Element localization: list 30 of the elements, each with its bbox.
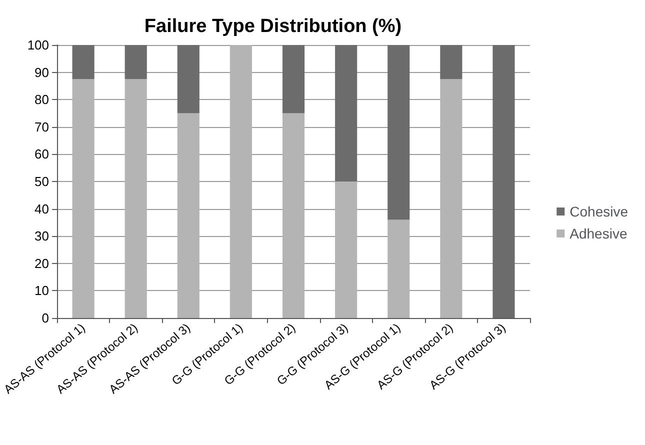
legend-label: Adhesive [570, 226, 628, 242]
y-tick-label: 0 [42, 310, 50, 326]
bar [335, 45, 358, 182]
bar [492, 45, 515, 318]
y-tick-label: 70 [34, 119, 50, 134]
bar [440, 79, 462, 318]
bar [72, 45, 94, 80]
bar [177, 45, 200, 114]
bar [335, 182, 358, 318]
bar [440, 45, 462, 80]
bar [230, 45, 252, 318]
y-tick-label: 60 [34, 146, 50, 162]
y-tick-label: 50 [34, 174, 50, 189]
y-tick-label: 20 [34, 256, 50, 271]
y-tick-label: 10 [34, 283, 50, 298]
y-tick-label: 90 [34, 64, 50, 80]
bar [124, 79, 147, 318]
bar [282, 113, 305, 318]
y-tick-label: 80 [34, 92, 50, 108]
bar [72, 79, 94, 318]
y-tick-label: 40 [34, 201, 50, 216]
bar [124, 45, 147, 80]
bar [177, 113, 200, 318]
bar [388, 45, 410, 220]
chart-title: Failure Type Distribution (%) [144, 16, 402, 37]
bar [388, 220, 410, 318]
y-tick-label: 100 [27, 38, 50, 52]
y-tick-label: 30 [34, 228, 50, 244]
bar [282, 45, 305, 114]
legend-label: Cohesive [570, 204, 628, 220]
